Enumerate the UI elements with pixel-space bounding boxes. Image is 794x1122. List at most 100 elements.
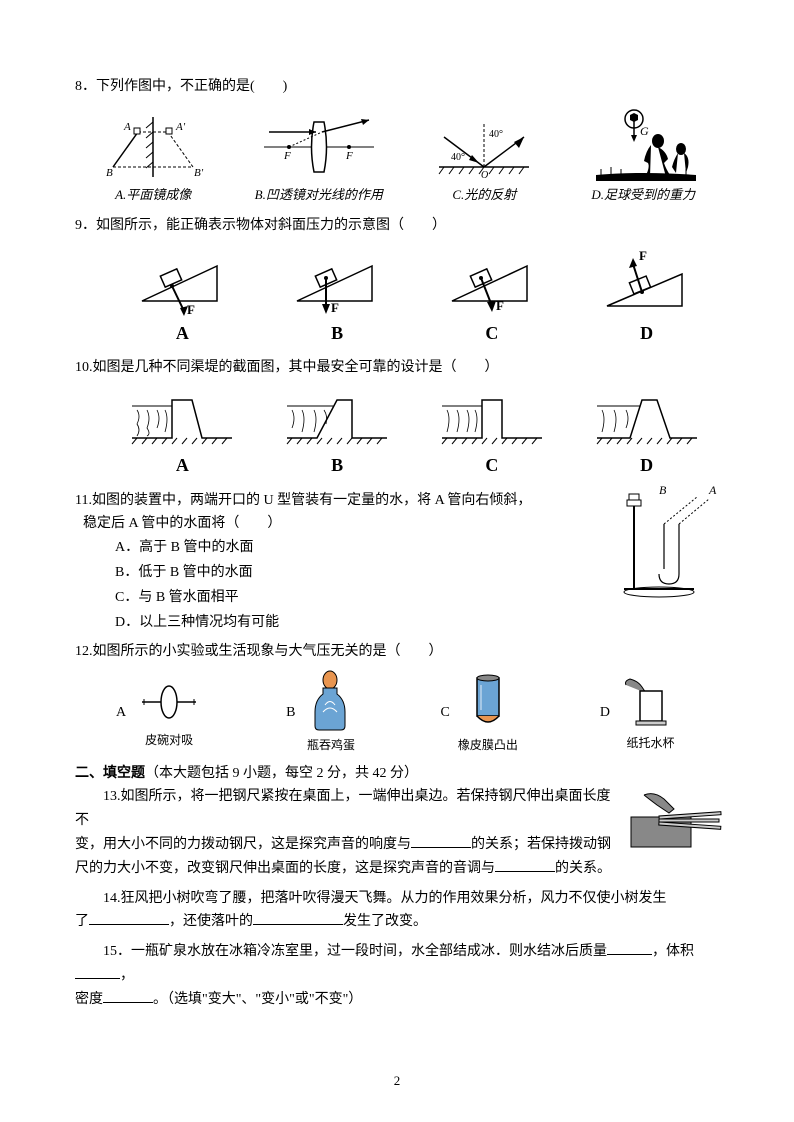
svg-text:F: F	[345, 150, 353, 162]
incline-b-icon: F	[287, 246, 387, 316]
q13-blank2[interactable]	[495, 858, 555, 872]
dam-b-icon	[282, 388, 392, 448]
question-10: 10.如图是几种不同渠堤的截面图，其中最安全可靠的设计是（ ） A B	[75, 356, 724, 480]
q10-label-d: D	[640, 450, 653, 481]
svg-text:A': A'	[175, 121, 186, 133]
q14-line1: 14.狂风把小树吹弯了腰，把落叶吹得漫天飞舞。从力的作用效果分析，风力不仅使小树…	[75, 887, 724, 911]
dam-a-icon	[127, 388, 237, 448]
q12-cap-a: 皮碗对吸	[145, 730, 193, 750]
q9-label-d: D	[640, 318, 653, 349]
q9-label-b: B	[331, 318, 343, 349]
section-2-desc: （本大题包括 9 小题，每空 2 分，共 42 分）	[145, 766, 418, 781]
utube-icon: B A	[609, 484, 729, 604]
q10-diagram-a: A	[127, 388, 237, 481]
q12-label-d: D	[600, 701, 610, 725]
q15-blank1[interactable]	[607, 941, 652, 955]
q15-line2: 密度。（选填"变大"、"变小"或"不变"）	[75, 988, 724, 1012]
question-8: 8．下列作图中，不正确的是( ) A A' B B'	[75, 75, 724, 206]
q13-line2: 变，用大小不同的力拨动钢尺，这是探究声音的响度与的关系；若保持拨动钢	[75, 833, 724, 857]
question-13: 13.如图所示，将一把钢尺紧按在桌面上，一端伸出桌边。若保持钢尺伸出桌面长度不 …	[75, 785, 724, 880]
q15-blank2[interactable]	[75, 965, 120, 979]
q9-diagram-a: F A	[132, 246, 232, 349]
q10-diagram-c: C	[437, 388, 547, 481]
q13-ruler-diagram	[629, 785, 724, 855]
incline-a-icon: F	[132, 246, 232, 316]
svg-text:A: A	[708, 484, 717, 497]
q8-caption-d: D.足球受到的重力	[591, 184, 695, 206]
q10-text: 10.如图是几种不同渠堤的截面图，其中最安全可靠的设计是（ ）	[75, 356, 724, 380]
q12-cap-c: 橡皮膜凸出	[458, 735, 518, 755]
dam-d-icon	[592, 388, 702, 448]
q9-label-c: C	[485, 318, 498, 349]
q14-blank2[interactable]	[253, 911, 343, 925]
football-gravity-icon: G	[586, 107, 701, 182]
q11-utube-diagram: B A	[609, 484, 729, 604]
q13-blank1[interactable]	[411, 834, 471, 848]
q9-diagram-d: F D	[597, 246, 697, 349]
q10-label-a: A	[176, 450, 189, 481]
q8-caption-b: B.凹透镜对光线的作用	[255, 184, 383, 206]
svg-text:O: O	[481, 170, 488, 181]
q8-caption-a: A.平面镜成像	[115, 184, 191, 206]
svg-text:B: B	[106, 167, 113, 179]
q9-text: 9．如图所示，能正确表示物体对斜面压力的示意图（ ）	[75, 214, 724, 238]
section-2-header: 二、填空题（本大题包括 9 小题，每空 2 分，共 42 分）	[75, 762, 724, 786]
incline-c-icon: F	[442, 246, 542, 316]
question-12: 12.如图所示的小实验或生活现象与大气压无关的是（ ） A 皮碗对吸 B	[75, 640, 724, 755]
bottle-egg-icon	[303, 670, 358, 735]
page-number: 2	[394, 1070, 401, 1092]
q8-diagrams: A A' B B' A.平面镜成像 F	[75, 107, 724, 206]
incline-d-icon: F	[597, 246, 697, 316]
q10-diagrams: A B C	[75, 388, 724, 481]
q9-diagram-c: F C	[442, 246, 542, 349]
svg-text:F: F	[496, 298, 504, 313]
q10-diagram-d: D	[592, 388, 702, 481]
q14-blank1[interactable]	[89, 911, 169, 925]
mirror-diagram-icon: A A' B B'	[98, 112, 208, 182]
q13-line1: 13.如图所示，将一把钢尺紧按在桌面上，一端伸出桌边。若保持钢尺伸出桌面长度不	[75, 785, 724, 833]
svg-text:B': B'	[194, 167, 204, 179]
q12-label-a: A	[116, 701, 126, 725]
paper-cup-icon	[618, 673, 683, 733]
reflection-icon: 40° 40° O	[429, 112, 539, 182]
q8-diagram-b: F F B.凹透镜对光线的作用	[255, 112, 383, 206]
q10-label-c: C	[485, 450, 498, 481]
question-15: 15．一瓶矿泉水放在冰箱冷冻室里，过一段时间，水全部结成冰．则水结冰后质量，体积…	[75, 940, 724, 1011]
svg-text:40°: 40°	[451, 152, 465, 163]
q12-cap-d: 纸托水杯	[626, 733, 674, 753]
question-11: 11.如图的装置中，两端开口的 U 型管装有一定量的水，将 A 管向右倾斜， 稳…	[75, 489, 724, 635]
membrane-icon	[463, 670, 513, 735]
section-2-title: 二、填空题	[75, 766, 145, 781]
svg-text:40°: 40°	[489, 129, 503, 140]
q15-blank3[interactable]	[103, 989, 153, 1003]
dam-c-icon	[437, 388, 547, 448]
q12-label-c: C	[440, 701, 449, 725]
q9-diagrams: F A F B F C	[75, 246, 724, 349]
q12-label-b: B	[286, 701, 295, 725]
svg-text:A: A	[123, 121, 131, 133]
q8-diagram-d: G D.足球受到的重力	[586, 107, 701, 206]
suction-cup-icon	[134, 675, 204, 730]
svg-text:G: G	[640, 124, 649, 138]
svg-text:F: F	[639, 248, 647, 263]
question-9: 9．如图所示，能正确表示物体对斜面压力的示意图（ ） F A F B	[75, 214, 724, 348]
q14-line2: 了，还使落叶的发生了改变。	[75, 910, 724, 934]
q8-text: 8．下列作图中，不正确的是( )	[75, 75, 724, 99]
q15-line1: 15．一瓶矿泉水放在冰箱冷冻室里，过一段时间，水全部结成冰．则水结冰后质量，体积…	[75, 940, 724, 988]
q10-diagram-b: B	[282, 388, 392, 481]
svg-text:F: F	[187, 302, 195, 316]
q10-label-b: B	[331, 450, 343, 481]
q12-cap-b: 瓶吞鸡蛋	[307, 735, 355, 755]
question-14: 14.狂风把小树吹弯了腰，把落叶吹得漫天飞舞。从力的作用效果分析，风力不仅使小树…	[75, 887, 724, 935]
q9-diagram-b: F B	[287, 246, 387, 349]
q12-text: 12.如图所示的小实验或生活现象与大气压无关的是（ ）	[75, 640, 724, 664]
q8-diagram-c: 40° 40° O C.光的反射	[429, 112, 539, 206]
q11-opt-d: D．以上三种情况均有可能	[115, 611, 724, 635]
q12-diagrams: A 皮碗对吸 B 瓶吞鸡蛋	[75, 670, 724, 755]
q8-diagram-a: A A' B B' A.平面镜成像	[98, 112, 208, 206]
svg-text:F: F	[331, 300, 339, 315]
q13-line3: 尺的力大小不变，改变钢尺伸出桌面的长度，这是探究声音的音调与的关系。	[75, 857, 724, 881]
ruler-icon	[629, 785, 724, 855]
concave-lens-icon: F F	[259, 112, 379, 182]
svg-text:F: F	[283, 150, 291, 162]
